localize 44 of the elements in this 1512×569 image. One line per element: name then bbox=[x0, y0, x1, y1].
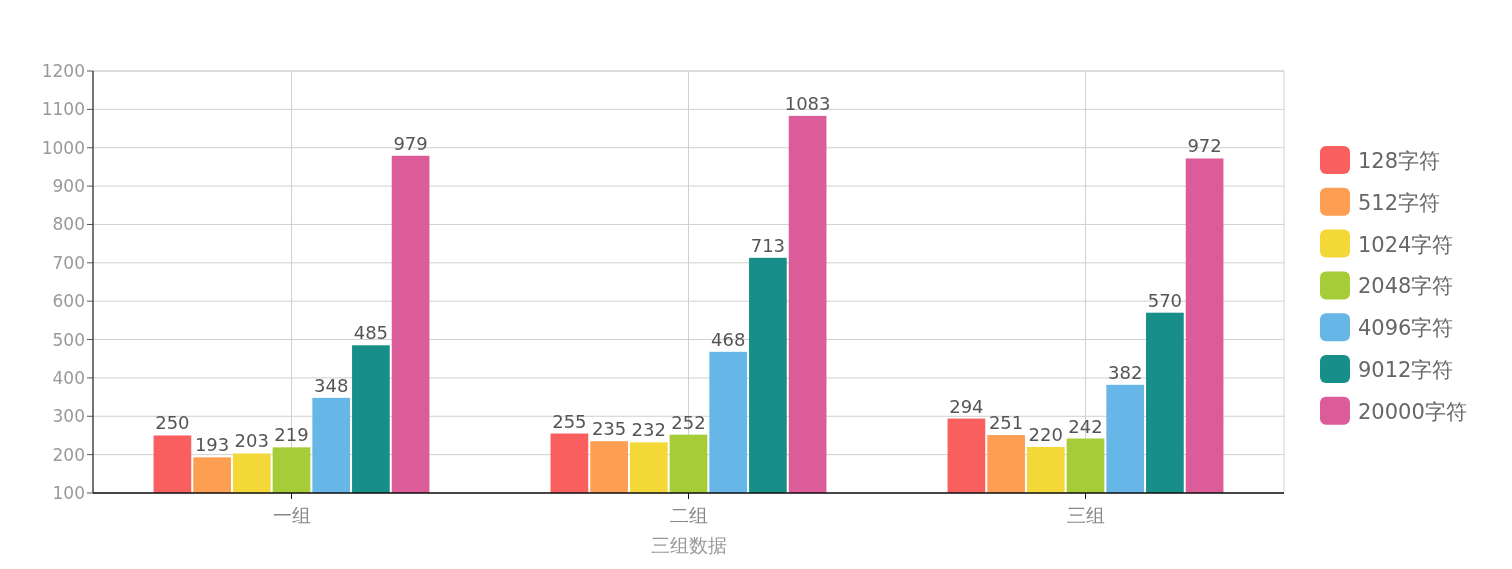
data-label: 250 bbox=[155, 412, 190, 434]
y-tick-label: 600 bbox=[52, 291, 85, 312]
y-tick-label: 1100 bbox=[41, 99, 85, 120]
y-tick-label: 100 bbox=[52, 483, 85, 503]
data-label: 485 bbox=[353, 322, 389, 344]
data-label: 242 bbox=[1068, 415, 1103, 437]
y-tick-label: 300 bbox=[52, 406, 85, 427]
data-label: 255 bbox=[552, 410, 587, 432]
y-tick-label: 500 bbox=[52, 329, 85, 350]
y-tick-label: 800 bbox=[52, 214, 85, 235]
legend-label: 1024字符 bbox=[1358, 232, 1454, 257]
y-tick-label: 200 bbox=[52, 444, 85, 465]
data-label: 220 bbox=[1028, 423, 1063, 445]
data-label: 979 bbox=[393, 132, 428, 154]
data-label: 193 bbox=[194, 434, 230, 456]
y-tick-label: 700 bbox=[52, 252, 85, 273]
data-label: 252 bbox=[671, 411, 706, 433]
data-label: 251 bbox=[988, 412, 1024, 434]
y-tick-label: 400 bbox=[52, 367, 85, 388]
y-tick-label: 1200 bbox=[41, 61, 85, 81]
legend-label: 4096字符 bbox=[1358, 316, 1454, 341]
x-tick-label: 一组 bbox=[272, 504, 311, 526]
x-tick-label: 二组 bbox=[669, 504, 708, 526]
data-label: 1083 bbox=[784, 92, 831, 114]
legend-label: 9012字符 bbox=[1358, 358, 1454, 382]
data-label: 235 bbox=[591, 418, 627, 440]
data-label: 203 bbox=[234, 430, 269, 452]
data-label: 972 bbox=[1187, 135, 1222, 157]
legend-label: 2048字符 bbox=[1358, 274, 1454, 299]
legend-label: 512字符 bbox=[1358, 190, 1441, 215]
data-label: 713 bbox=[750, 234, 786, 256]
legend-label: 20000字符 bbox=[1358, 399, 1467, 424]
y-tick-label: 900 bbox=[52, 176, 85, 197]
x-tick-label: 三组 bbox=[1066, 504, 1105, 526]
legend-label: 128字符 bbox=[1358, 149, 1441, 173]
data-label: 294 bbox=[949, 395, 984, 417]
data-label: 570 bbox=[1147, 289, 1183, 311]
y-tick-label: 1000 bbox=[41, 137, 85, 158]
data-label: 232 bbox=[631, 419, 666, 441]
x-axis-title: 三组数据 bbox=[650, 534, 727, 556]
data-label: 468 bbox=[711, 328, 746, 350]
data-label: 382 bbox=[1108, 361, 1143, 383]
data-label: 348 bbox=[314, 374, 349, 396]
data-label: 219 bbox=[274, 424, 309, 446]
